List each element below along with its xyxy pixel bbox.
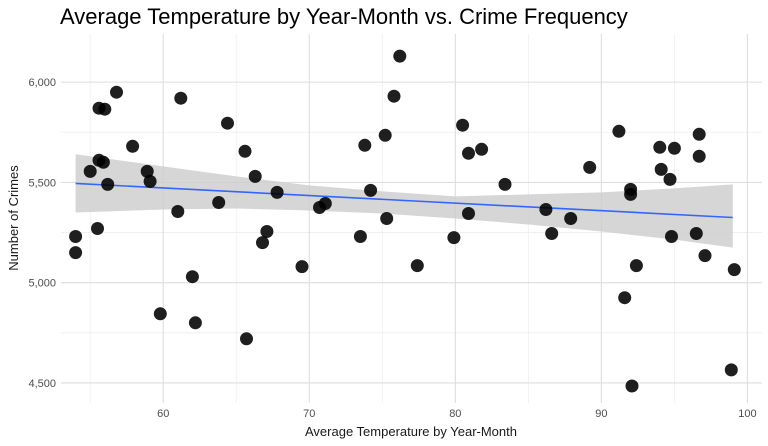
data-point	[185, 270, 199, 284]
data-point	[393, 49, 407, 63]
data-point	[318, 197, 332, 210]
data-point	[498, 177, 512, 191]
data-point	[295, 260, 309, 274]
data-points	[69, 49, 741, 393]
x-tick-label: 70	[303, 408, 315, 420]
data-point	[358, 138, 372, 152]
data-point	[629, 259, 643, 273]
data-point	[91, 222, 104, 235]
chart-title: Average Temperature by Year-Month vs. Cr…	[60, 4, 628, 29]
x-axis-title: Average Temperature by Year-Month	[305, 424, 517, 439]
data-point	[69, 230, 83, 243]
data-point	[378, 128, 392, 142]
x-tick-label: 60	[157, 408, 169, 420]
data-point	[364, 183, 378, 197]
data-point	[539, 203, 553, 216]
x-tick-label: 90	[595, 408, 607, 420]
y-tick-label: 6,000	[28, 77, 56, 89]
data-point	[727, 263, 741, 277]
data-point	[143, 174, 157, 188]
data-point	[69, 246, 83, 260]
data-point	[126, 139, 140, 153]
x-tick-label: 100	[738, 408, 756, 420]
regression-line	[75, 182, 733, 219]
y-tick-label: 5,500	[28, 177, 56, 189]
data-point	[270, 185, 284, 199]
y-tick-label: 4,500	[28, 378, 56, 390]
data-point	[624, 187, 638, 201]
data-point	[221, 116, 234, 130]
data-point	[140, 164, 154, 178]
data-point	[212, 196, 226, 209]
data-point	[724, 363, 738, 377]
x-axis-ticks: 60 70 80 90 100	[157, 408, 756, 420]
data-point	[174, 91, 188, 105]
data-point	[625, 379, 639, 393]
data-point	[653, 140, 667, 154]
data-point	[689, 227, 703, 240]
data-point	[612, 124, 626, 138]
data-point	[618, 291, 632, 305]
y-tick-label: 5,000	[28, 278, 56, 290]
data-point	[238, 144, 252, 158]
data-point	[110, 85, 123, 99]
data-point	[654, 162, 668, 176]
data-point	[353, 230, 367, 243]
data-point	[583, 160, 597, 174]
data-point	[83, 164, 97, 178]
x-tick-label: 80	[449, 408, 461, 420]
data-point	[663, 172, 677, 186]
data-point	[188, 316, 202, 330]
data-point	[240, 332, 253, 346]
trend-line	[75, 182, 733, 219]
data-point	[98, 102, 112, 116]
data-point	[248, 169, 262, 183]
data-point	[462, 207, 475, 220]
data-point	[410, 259, 424, 273]
data-point	[447, 231, 461, 245]
data-point	[171, 205, 185, 218]
data-point	[380, 212, 394, 225]
data-point	[475, 142, 489, 156]
data-point	[462, 146, 475, 160]
y-axis-title: Number of Crimes	[6, 165, 21, 271]
data-point	[698, 249, 712, 263]
data-point	[667, 141, 681, 155]
data-point	[153, 307, 167, 321]
data-point	[665, 230, 678, 243]
data-point	[456, 118, 470, 132]
data-point	[692, 127, 706, 141]
y-axis-ticks: 4,500 5,000 5,500 6,000	[28, 77, 56, 390]
data-point	[387, 89, 401, 103]
data-point	[96, 155, 110, 169]
data-point	[564, 212, 578, 225]
data-point	[692, 149, 706, 163]
data-point	[545, 227, 559, 240]
data-point	[260, 225, 274, 238]
data-point	[256, 236, 269, 250]
data-point	[101, 177, 115, 191]
